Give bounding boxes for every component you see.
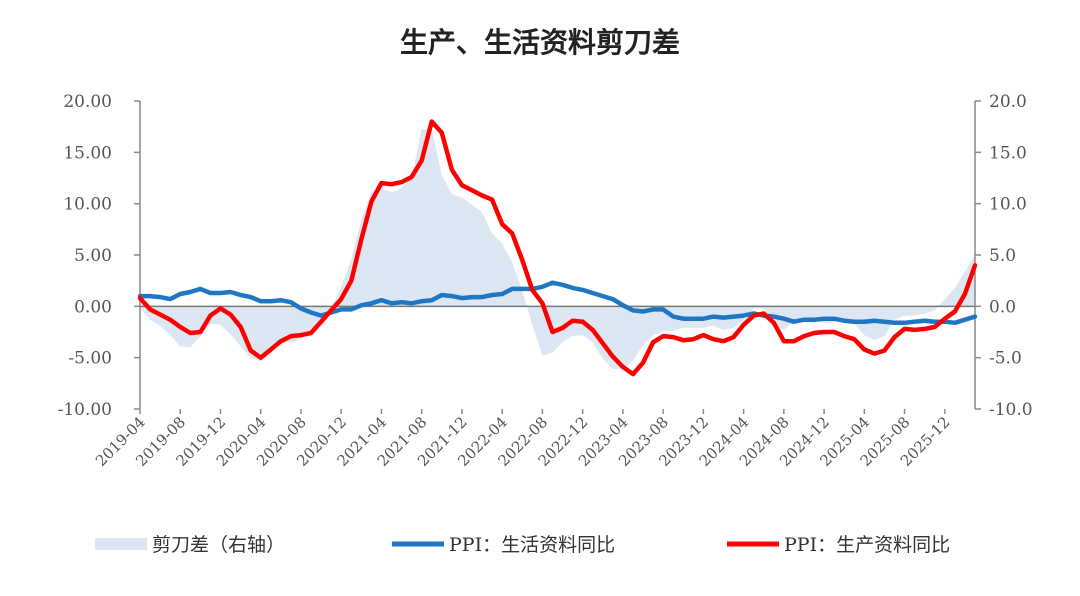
y-tick-label-left: -5.00 (68, 349, 112, 369)
y-tick-label-left: 20.00 (63, 92, 112, 112)
axis-layer: 20.00 20.0 15.00 15.0 10.00 10.0 5.00 5.0 0.00 0.… (58, 92, 1033, 470)
y-tick-label-left: 5.00 (74, 246, 112, 266)
legend-label-red: PPI：生产资料同比 (784, 534, 950, 556)
area-layer (140, 128, 975, 369)
y-tick-label-right: 10.0 (989, 195, 1027, 215)
y-tick-label-right: 20.0 (989, 92, 1027, 112)
y-tick-label-right: 15.0 (989, 143, 1027, 163)
y-tick-label-right: -5.0 (989, 349, 1022, 369)
legend-swatch-area (95, 538, 147, 550)
y-tick-label-left: -10.00 (58, 400, 112, 420)
y-tick-label-right: -10.0 (989, 400, 1033, 420)
line-layer (137, 119, 978, 377)
series-area-scissors (140, 128, 975, 369)
series-line-consumer-ppi (137, 280, 978, 326)
legend-label-area: 剪刀差（右轴） (152, 534, 285, 556)
legend: 剪刀差（右轴） PPI：生活资料同比 PPI：生产资料同比 (95, 534, 950, 556)
chart-title: 生产、生活资料剪刀差 (400, 26, 680, 59)
y-tick-label-left: 0.00 (74, 297, 112, 317)
y-tick-label-right: 0.0 (989, 297, 1016, 317)
y-tick-label-right: 5.0 (989, 246, 1016, 266)
series-line-producer-ppi (137, 119, 978, 377)
y-tick-label-left: 10.00 (63, 195, 112, 215)
legend-label-blue: PPI：生活资料同比 (449, 534, 615, 556)
y-tick-label-left: 15.00 (63, 143, 112, 163)
